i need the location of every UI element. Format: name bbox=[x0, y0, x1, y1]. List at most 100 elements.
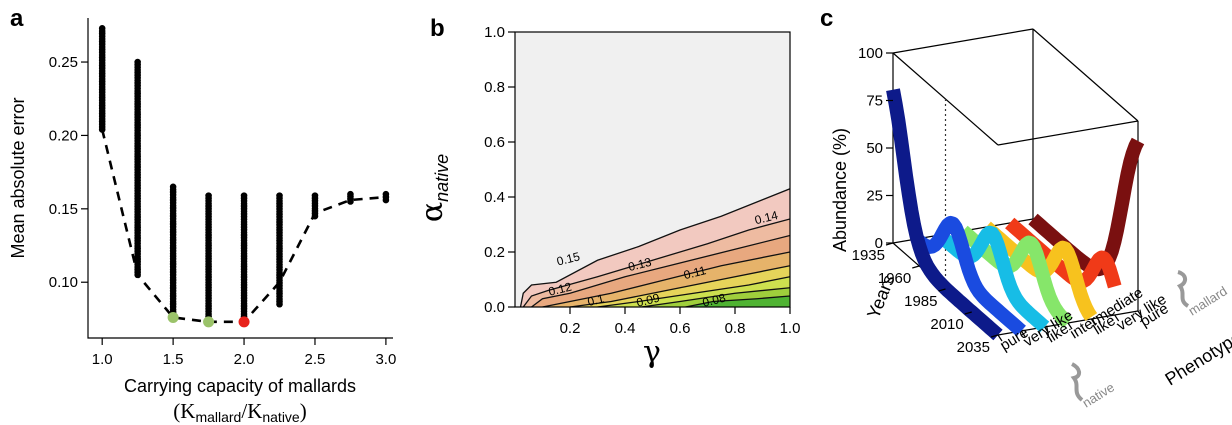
panel-c-ribbon bbox=[911, 215, 1026, 337]
panel-b-xtick-label: 0.4 bbox=[615, 320, 636, 337]
panel-b-ytick-label: 0.2 bbox=[484, 244, 505, 261]
native-brace bbox=[1070, 362, 1084, 402]
panel-a-xtick-label: 3.0 bbox=[375, 351, 396, 368]
alpha-symbol: α bbox=[415, 202, 450, 222]
panel-c-zlabel: Abundance (%) bbox=[830, 128, 850, 252]
panel-b-contour-label: 0.09 bbox=[635, 291, 661, 310]
panel-a-point bbox=[205, 192, 212, 199]
panel-c-year-tick-label: 1935 bbox=[852, 247, 885, 264]
panel-c-year-tick-mark bbox=[990, 334, 999, 338]
panel-c-box-edge bbox=[1032, 28, 1139, 122]
panel-b-letter: b bbox=[430, 15, 445, 42]
panel-a-point bbox=[98, 24, 106, 32]
panel-b-contour-line bbox=[531, 234, 790, 307]
panel-c-phenotype-tick-mark bbox=[1044, 326, 1050, 334]
panel-b-ylabel: αnative bbox=[415, 154, 452, 222]
panel-b-contour-line bbox=[519, 188, 790, 307]
panel-a-highlight-point bbox=[238, 316, 250, 328]
k-mallard-sub: mallard bbox=[195, 409, 241, 425]
panel-c-year-tick-mark bbox=[938, 288, 946, 292]
panel-b-contour-line bbox=[542, 251, 790, 307]
paren-open: ( bbox=[173, 399, 180, 423]
k-native: K bbox=[247, 399, 262, 423]
panel-b-ytick-label: 1.0 bbox=[484, 24, 505, 41]
mallard-label: mallard bbox=[1186, 283, 1230, 318]
panel-a-point bbox=[134, 58, 141, 66]
panel-a-point bbox=[240, 192, 248, 199]
panel-b-ytick-label: 0.8 bbox=[484, 79, 505, 96]
native-label: native bbox=[1080, 379, 1117, 410]
panel-c-phenotype-tick-mark bbox=[997, 334, 1003, 342]
panel-c-phenotype-tick-mark bbox=[1137, 310, 1143, 318]
panel-c-year-tick-label: 2010 bbox=[930, 316, 963, 333]
panel-b-ytick-label: 0.4 bbox=[484, 189, 505, 206]
panel-c-year-tick-label: 2035 bbox=[957, 339, 990, 356]
panel-b-contour-line bbox=[597, 276, 790, 307]
panel-b-contour-line bbox=[685, 295, 790, 307]
panel-b-contour-label: 0.1 bbox=[586, 291, 606, 309]
panel-b-contour-label: 0.08 bbox=[701, 291, 727, 310]
panel-b-xtick-label: 0.8 bbox=[725, 320, 746, 337]
panel-c-ztick-label: 100 bbox=[858, 45, 883, 62]
panel-c-phenotype-tick-mark bbox=[1114, 314, 1120, 322]
k-mallard: K bbox=[180, 399, 195, 423]
panel-c-phenotype-tick-mark bbox=[1067, 322, 1073, 330]
panel-b: b 0.15 0.14 0.13 0.12 0.11 0.1 0.09 0.08 0.2 0.4… bbox=[415, 15, 800, 370]
panel-a-point bbox=[276, 192, 283, 199]
slash: / bbox=[241, 399, 247, 423]
panel-b-contour-label: 0.14 bbox=[753, 208, 779, 227]
k-native-sub: native bbox=[262, 409, 300, 425]
panel-a-point bbox=[169, 183, 177, 191]
panel-c-letter: c bbox=[820, 5, 833, 32]
panel-a-xlabel-line2: (Kmallard/Knative) bbox=[173, 399, 306, 425]
panel-c-ylabel: Years bbox=[863, 272, 899, 322]
panel-b-frame bbox=[514, 31, 791, 308]
panel-b-contour-line bbox=[522, 218, 790, 307]
panel-c-year-tick-mark bbox=[964, 311, 972, 315]
panel-a-xtick-label: 1.5 bbox=[163, 351, 184, 368]
panel-a-point bbox=[382, 190, 390, 198]
panel-b-contour-line bbox=[641, 287, 790, 307]
panel-b-contour-label: 0.13 bbox=[627, 255, 653, 274]
panel-c-year-tick-mark bbox=[885, 242, 894, 246]
panel-c-phenotype-tick-mark bbox=[1020, 330, 1026, 338]
panel-a-xtick-label: 2.5 bbox=[305, 351, 326, 368]
panel-a-ytick-label: 0.20 bbox=[49, 127, 78, 144]
panel-a-xlabel: Carrying capacity of mallards bbox=[124, 376, 356, 396]
paren-close: ) bbox=[300, 399, 307, 423]
panel-c-xlabel: Phenotype bbox=[1162, 327, 1232, 390]
panel-b-contour-line bbox=[569, 265, 790, 307]
panel-a-point bbox=[347, 190, 354, 198]
panel-a-highlight-point bbox=[203, 316, 215, 328]
panel-c-year-tick-mark bbox=[912, 265, 920, 269]
panel-b-xlabel: γ bbox=[643, 335, 661, 370]
panel-a-ytick-label: 0.25 bbox=[49, 54, 78, 71]
panel-a-ytick-label: 0.15 bbox=[49, 201, 78, 218]
panel-a-xtick-label: 2.0 bbox=[234, 351, 255, 368]
panel-a-ylabel: Mean absolute error bbox=[8, 97, 28, 258]
panel-b-contour-label: 0.11 bbox=[682, 263, 708, 282]
panel-b-ytick-label: 0.6 bbox=[484, 134, 505, 151]
panel-a-xtick-label: 1.0 bbox=[92, 351, 113, 368]
panel-a-axes bbox=[87, 18, 393, 339]
panel-c-ztick-label: 0 bbox=[875, 235, 883, 252]
panel-c-year-tick-label: 1960 bbox=[878, 270, 911, 287]
panel-c-ztick-label: 75 bbox=[866, 93, 883, 110]
panel-b-contour-label: 0.15 bbox=[555, 249, 581, 268]
panel-a: a 1.0 1.5 2.0 2.5 3.0 0.10 0.15 0.20 0.25 Mean a… bbox=[8, 5, 396, 425]
panel-a-highlight-point bbox=[167, 311, 179, 323]
mallard-brace bbox=[1176, 270, 1190, 308]
panel-b-xtick-label: 1.0 bbox=[780, 320, 801, 337]
panel-c-ztick-label: 50 bbox=[866, 140, 883, 157]
panel-c-box-edge bbox=[892, 28, 1034, 54]
panel-c-year-tick-label: 1985 bbox=[904, 293, 937, 310]
panel-c-phenotype-tick-mark bbox=[1090, 318, 1096, 326]
panel-a-ytick-label: 0.10 bbox=[49, 274, 78, 291]
panel-c-ribbon bbox=[1028, 137, 1145, 277]
panel-c-box-edge bbox=[997, 120, 1139, 146]
panel-a-letter: a bbox=[10, 5, 24, 32]
panel-b-contour-label: 0.12 bbox=[547, 280, 573, 299]
panel-c-ztick-label: 25 bbox=[866, 188, 883, 205]
